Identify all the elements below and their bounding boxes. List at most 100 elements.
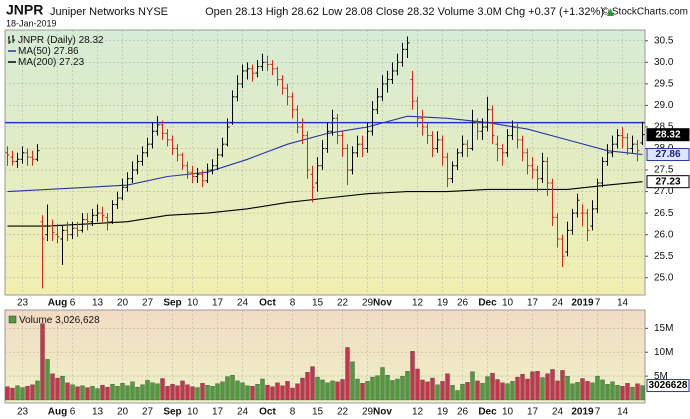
x-tick-label: 17	[527, 298, 539, 309]
company-name: Juniper Networks	[50, 6, 135, 18]
volume-bar	[585, 381, 590, 401]
volume-bar	[560, 370, 565, 401]
volume-bar	[225, 376, 230, 401]
volume-bar	[180, 380, 185, 401]
x-tick-label: 23	[17, 407, 29, 418]
volume-bar	[285, 381, 290, 401]
volume-bar	[295, 383, 300, 401]
volume-bar	[15, 385, 20, 401]
volume-bar	[600, 379, 605, 401]
volume-bar	[365, 381, 370, 401]
date: 18-Jan-2019	[6, 18, 57, 28]
y-tick-label: 15M	[654, 323, 673, 334]
volume-bar	[430, 377, 435, 401]
y-tick-label: 27.0	[654, 186, 674, 197]
volume-bar	[80, 385, 85, 401]
x-tick-label: Aug	[48, 298, 67, 309]
x-tick-label: 10	[502, 407, 514, 418]
y-tick-label: 30.0	[654, 57, 674, 68]
volume-bar	[250, 385, 255, 401]
quote-value: 28.62	[291, 6, 319, 18]
close-last-value: 28.32	[655, 129, 680, 140]
x-tick-label: 29	[362, 407, 374, 418]
volume-bar	[410, 351, 415, 401]
volume-bar	[440, 381, 445, 401]
volume-bar	[420, 379, 425, 401]
volume-bar	[490, 373, 495, 401]
price-panel	[4, 29, 646, 296]
legend-icon	[8, 35, 15, 44]
volume-bar	[605, 384, 610, 401]
volume-bar	[535, 371, 540, 401]
x-tick-label: 17	[212, 407, 224, 418]
volume-bar	[45, 359, 50, 401]
volume-bar	[290, 387, 295, 401]
volume-bar	[540, 377, 545, 401]
volume-bar	[570, 383, 575, 401]
quote-value: 28.13	[235, 6, 263, 18]
volume-bar	[455, 390, 460, 401]
volume-bar	[245, 385, 250, 401]
volume-bar	[160, 378, 165, 401]
volume-bar	[235, 380, 240, 401]
x-tick-label: Aug	[48, 407, 67, 418]
quote-label: High	[266, 6, 289, 18]
x-tick-label: 17	[527, 407, 539, 418]
volume-bar	[385, 375, 390, 401]
volume-bar	[255, 384, 260, 401]
volume-bar	[265, 385, 270, 401]
volume-bar	[155, 383, 160, 401]
quote-value: 28.32	[407, 6, 435, 18]
volume-bar	[330, 380, 335, 401]
volume-bar	[480, 383, 485, 401]
x-tick-label: 24	[237, 407, 249, 418]
volume-bar	[105, 386, 110, 401]
x-tick-label: 23	[17, 298, 29, 309]
volume-bar	[90, 385, 95, 401]
legend-label: MA(200)	[18, 57, 56, 68]
volume-last-value: 3026628	[649, 380, 688, 391]
ma200-last-value-box	[646, 175, 690, 189]
volume-bar	[320, 379, 325, 401]
company: Juniper Networks NYSE	[50, 6, 168, 18]
legend-entry: MA(50) 27.86	[18, 46, 79, 57]
volume-bar	[310, 366, 315, 401]
y-tick-label: 10M	[654, 347, 673, 358]
volume-bar	[270, 386, 275, 401]
x-tick-label: 6	[70, 407, 76, 418]
volume-bar	[120, 383, 125, 401]
volume-bar	[110, 384, 115, 401]
volume-bar	[445, 373, 450, 401]
volume-bar	[85, 387, 90, 401]
quote-summary: Open 28.13 High 28.62 Low 28.08 Close 28…	[205, 6, 604, 18]
x-tick-label: 10	[187, 298, 199, 309]
x-tick-label: 8	[290, 298, 296, 309]
x-tick-label: 13	[92, 298, 104, 309]
volume-bar	[495, 379, 500, 401]
volume-bar	[325, 382, 330, 401]
legend-entry: Volume 3,026,628	[19, 315, 100, 326]
x-tick-label: 29	[362, 298, 374, 309]
volume-bar	[100, 385, 105, 401]
volume-bar	[30, 384, 35, 401]
volume-bar	[40, 323, 45, 401]
volume-bar	[115, 385, 120, 401]
volume-bar	[360, 383, 365, 401]
volume-bar	[175, 385, 180, 401]
y-tick-label: 29.0	[654, 100, 674, 111]
volume-bar	[340, 379, 345, 401]
x-tick-label: 24	[552, 298, 564, 309]
y-tick-label: 28.5	[654, 122, 674, 133]
volume-bar	[145, 380, 150, 401]
y-tick-label: 25.5	[654, 251, 674, 262]
volume-bar	[50, 373, 55, 401]
legend-value: 28.32	[79, 35, 104, 46]
y-tick-label: 26.0	[654, 229, 674, 240]
x-tick-label: Dec	[478, 407, 497, 418]
legend-label: JNPR (Daily)	[18, 35, 76, 46]
volume-bar	[35, 380, 40, 401]
legend-entry: MA(200) 27.23	[18, 57, 85, 68]
x-tick-label: 22	[337, 298, 349, 309]
